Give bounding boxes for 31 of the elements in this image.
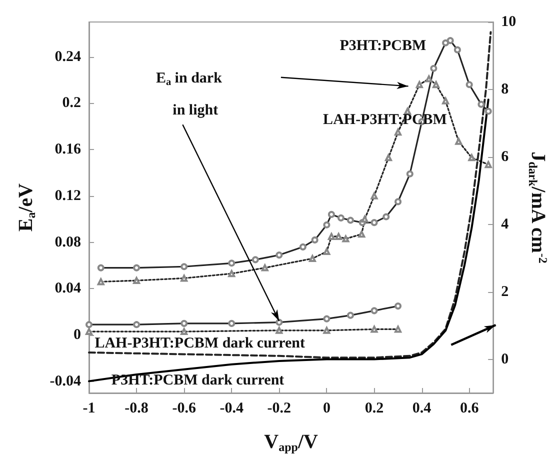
y-tick-label: 0.24 xyxy=(54,48,82,65)
y-tick-label: 0.08 xyxy=(54,234,81,250)
y-tick-label: 0.2 xyxy=(62,95,81,112)
x-tick-label: -0.2 xyxy=(267,400,292,416)
y2-tick-label: 8 xyxy=(501,81,509,98)
y2-tick-label: 2 xyxy=(501,284,509,300)
annotation: in light xyxy=(172,102,218,119)
x-tick-label: -0.4 xyxy=(220,400,244,416)
annotation: LAH-P3HT:PCBM dark current xyxy=(94,335,305,352)
y-tick-label: 0 xyxy=(74,327,81,344)
y-axis-title: Ea/eV xyxy=(15,182,38,232)
y-tick-label: 0.04 xyxy=(54,280,82,297)
y-tick-label: 0.16 xyxy=(54,142,82,158)
annotation: P3HT:PCBM xyxy=(340,38,426,54)
x-tick-label: -0.8 xyxy=(124,400,148,416)
y2-axis-title: Jdark/mA cm-2 xyxy=(526,152,550,264)
y-tick-label: 0.12 xyxy=(54,188,81,204)
y2-tick-label: 10 xyxy=(501,14,516,30)
x-tick-label: -1 xyxy=(82,400,96,416)
x-tick-label: 0.6 xyxy=(460,400,480,416)
x-tick-label: 0.4 xyxy=(412,400,432,416)
x-tick-label: -0.6 xyxy=(172,400,196,416)
annotation: P3HT:PCBM dark current xyxy=(111,372,284,388)
y2-tick-label: 4 xyxy=(501,216,510,232)
line-series xyxy=(88,31,492,359)
x-tick-label: 0.2 xyxy=(364,400,384,416)
y2-tick-label: 6 xyxy=(501,148,510,165)
annotation: LAH-P3HT:PCBM xyxy=(323,112,447,128)
x-tick-label: 0 xyxy=(322,400,330,416)
y-tick-label: -0.04 xyxy=(50,373,82,390)
y2-tick-label: 0 xyxy=(501,351,509,368)
